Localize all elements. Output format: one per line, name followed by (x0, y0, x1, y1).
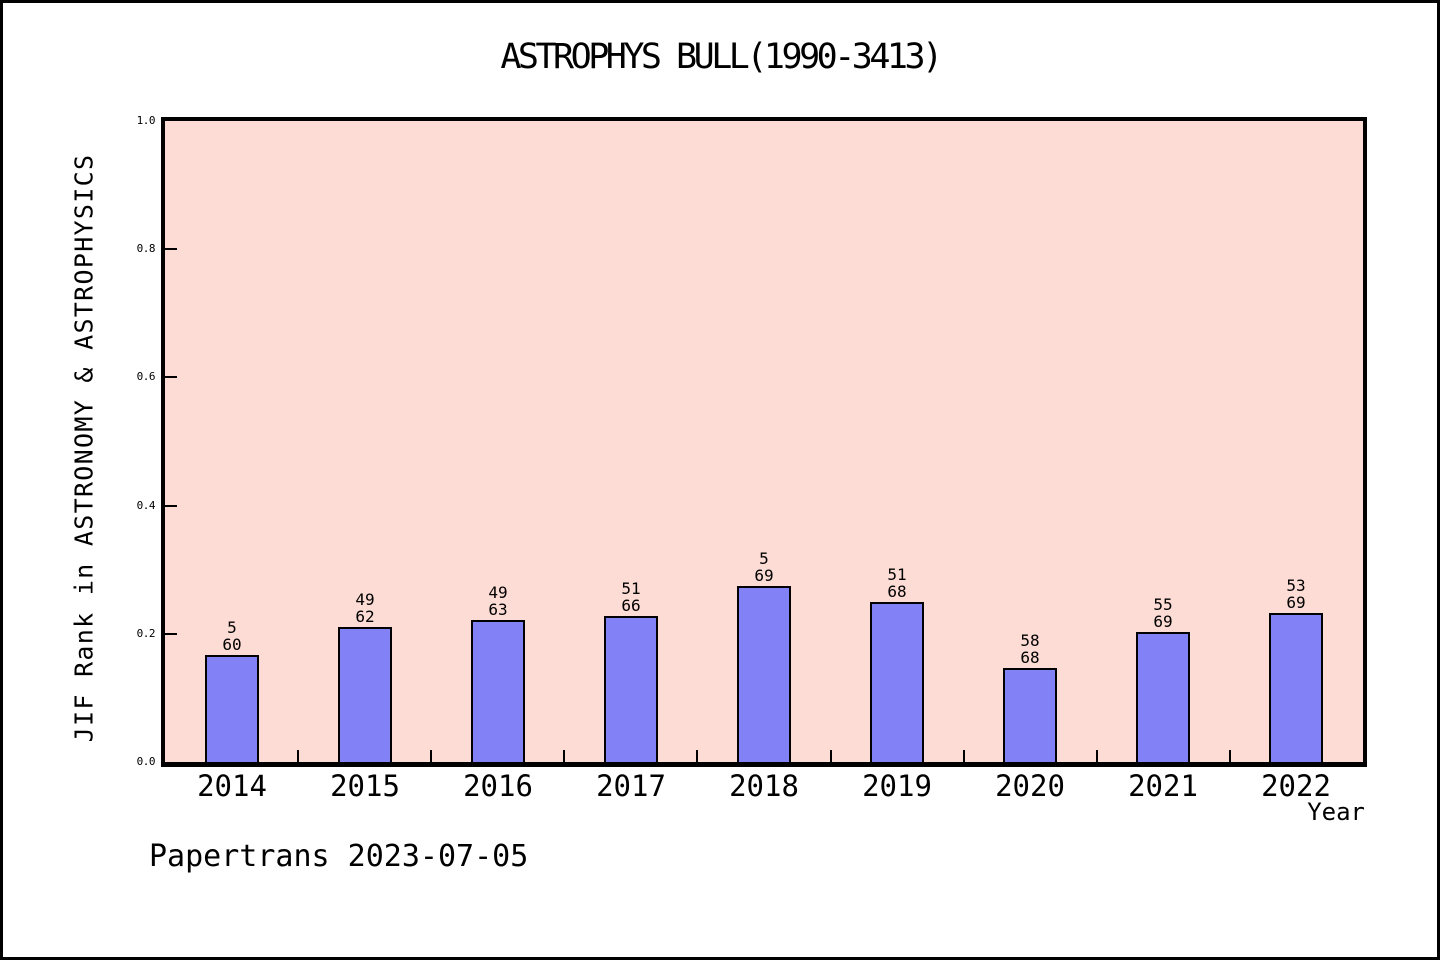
bar-label-total-2020: 68 (1020, 648, 1040, 667)
bar-label-total-2014: 60 (222, 635, 242, 654)
x-tick-label-2015: 2015 (330, 769, 400, 803)
bar-2020 (1003, 668, 1057, 762)
bar-2022 (1269, 613, 1323, 762)
bar-2021 (1136, 632, 1190, 762)
bar-2016 (471, 620, 525, 762)
x-tick-label-2016: 2016 (463, 769, 533, 803)
bar-label-total-2021: 69 (1153, 612, 1173, 631)
x-tick-label-2014: 2014 (197, 769, 267, 803)
bar-label-2016: 49 63 (438, 584, 558, 618)
x-tick-label-2019: 2019 (862, 769, 932, 803)
bar-label-rank-2022: 53 (1286, 576, 1306, 595)
y-tick-label-0.8: 0.8 (136, 242, 156, 256)
bar-2019 (870, 602, 924, 762)
y-tick-label-0.4: 0.4 (136, 498, 156, 512)
bar-label-2019: 51 68 (837, 566, 957, 600)
y-tick-label-1.0: 1.0 (136, 114, 156, 127)
plot-area: 5 60 49 62 49 63 51 66 5 69 51 68 58 68 55 69 53 69 (161, 117, 1367, 767)
x-tick-mark-4 (696, 750, 698, 762)
bar-label-rank-2016: 49 (488, 583, 508, 602)
bar-label-rank-2018: 5 (759, 549, 769, 568)
y-tick-label-0.2: 0.2 (136, 626, 156, 640)
x-tick-label-2022: 2022 (1261, 769, 1331, 803)
bar-label-2018: 5 69 (704, 550, 824, 584)
bar-2015 (338, 627, 392, 762)
y-tick-mark-0.2 (165, 633, 177, 635)
x-tick-mark-5 (830, 750, 832, 762)
y-tick-label-0.6: 0.6 (136, 370, 156, 384)
bar-label-rank-2021: 55 (1153, 595, 1173, 614)
bar-label-rank-2014: 5 (227, 618, 237, 637)
x-tick-mark-7 (1096, 750, 1098, 762)
footer-note: Papertrans 2023-07-05 (149, 839, 529, 874)
x-tick-label-2021: 2021 (1128, 769, 1198, 803)
bar-label-2020: 58 68 (970, 632, 1090, 666)
x-tick-mark-2 (430, 750, 432, 762)
y-tick-mark-0.4 (165, 505, 177, 507)
x-tick-mark-1 (297, 750, 299, 762)
chart-title: ASTROPHYS BULL(1990-3413) (500, 37, 943, 77)
bar-label-total-2015: 62 (355, 607, 375, 626)
bar-label-rank-2015: 49 (355, 590, 375, 609)
bar-label-rank-2020: 58 (1020, 631, 1040, 650)
bar-label-2021: 55 69 (1103, 596, 1223, 630)
bar-label-2022: 53 69 (1236, 577, 1356, 611)
x-tick-label-2018: 2018 (729, 769, 799, 803)
y-tick-label-0.0: 0.0 (136, 755, 156, 768)
x-tick-mark-3 (563, 750, 565, 762)
x-tick-label-2020: 2020 (995, 769, 1065, 803)
bar-label-total-2018: 69 (754, 566, 774, 585)
bar-label-total-2022: 69 (1286, 593, 1306, 612)
bar-label-2014: 5 60 (172, 619, 292, 653)
bar-2014 (205, 655, 259, 762)
bar-label-total-2019: 68 (887, 582, 907, 601)
x-tick-mark-8 (1229, 750, 1231, 762)
y-tick-mark-0.6 (165, 376, 177, 378)
bar-2018 (737, 586, 791, 762)
bar-2017 (604, 616, 658, 762)
plot-inner: 5 60 49 62 49 63 51 66 5 69 51 68 58 68 55 69 53 69 (165, 121, 1363, 762)
bar-label-rank-2019: 51 (887, 565, 907, 584)
bar-label-total-2017: 66 (621, 596, 641, 615)
x-tick-label-2017: 2017 (596, 769, 666, 803)
bar-label-2017: 51 66 (571, 580, 691, 614)
x-tick-mark-6 (963, 750, 965, 762)
y-tick-mark-0.8 (165, 248, 177, 250)
bar-label-total-2016: 63 (488, 600, 508, 619)
x-axis-label: Year (1307, 798, 1365, 826)
bar-label-2015: 49 62 (305, 591, 425, 625)
bar-label-rank-2017: 51 (621, 579, 641, 598)
